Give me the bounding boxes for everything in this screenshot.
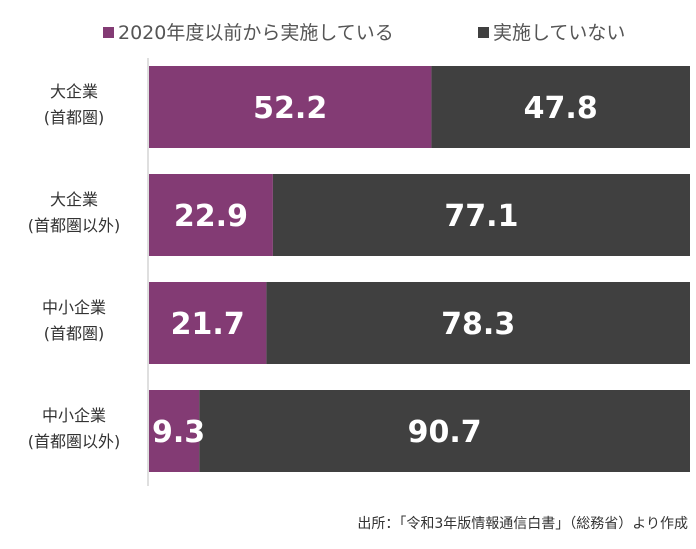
category-label-2: 大企業(首都圏以外)	[28, 190, 121, 235]
value-label-implemented-1: 52.2	[253, 91, 327, 126]
bar-implemented-2	[149, 174, 273, 256]
value-labels: 52.2 47.8 22.9 77.1 21.7 78.3 9.3 90.7	[152, 91, 598, 450]
legend-swatch-2	[478, 27, 489, 38]
bar-implemented-1	[149, 66, 432, 148]
category-label-1: 大企業(首都圏)	[44, 82, 105, 127]
value-label-implemented-4: 9.3	[152, 415, 205, 450]
value-label-not-implemented-2: 77.1	[444, 199, 518, 234]
value-label-not-implemented-1: 47.8	[524, 91, 598, 126]
bar-not-implemented-2	[272, 174, 690, 256]
bars	[149, 66, 691, 472]
legend-label-2: 実施していない	[493, 22, 625, 44]
bar-not-implemented-4	[199, 390, 691, 472]
legend-swatch-1	[103, 27, 114, 38]
bar-implemented-4	[149, 390, 200, 472]
category-label-4: 中小企業(首都圏以外)	[28, 406, 121, 451]
source-note: 出所：「令和3年版情報通信白書」（総務省）より作成	[357, 516, 688, 532]
value-label-implemented-2: 22.9	[174, 199, 248, 234]
bar-not-implemented-3	[266, 282, 690, 364]
value-label-implemented-3: 21.7	[171, 307, 245, 342]
legend-label-1: 2020年度以前から実施している	[118, 22, 394, 44]
legend: 2020年度以前から実施している 実施していない	[103, 22, 625, 44]
bar-not-implemented-1	[431, 66, 690, 148]
value-label-not-implemented-4: 90.7	[408, 415, 482, 450]
bar-implemented-3	[149, 282, 267, 364]
category-labels: 大企業(首都圏) 大企業(首都圏以外) 中小企業(首都圏) 中小企業(首都圏以外)	[28, 82, 121, 451]
value-label-not-implemented-3: 78.3	[441, 307, 515, 342]
category-label-3: 中小企業(首都圏)	[42, 298, 106, 343]
